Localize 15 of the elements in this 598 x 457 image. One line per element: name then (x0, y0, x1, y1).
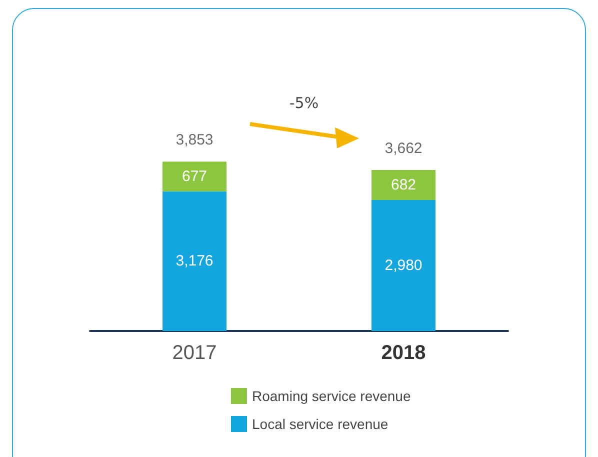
x-tick-label: 2017 (172, 342, 217, 364)
total-label: 3,662 (384, 140, 422, 158)
bar (372, 170, 436, 200)
data-label: 677 (182, 168, 208, 186)
bar (162, 191, 226, 331)
text: -5% (289, 94, 319, 112)
bar (162, 162, 226, 192)
bar (372, 200, 436, 331)
data-label: 3,176 (176, 252, 214, 270)
x-tick-label: 2018 (381, 342, 426, 364)
data-label: 2,980 (384, 257, 422, 274)
data-label: 682 (390, 176, 416, 194)
total-label: 3,853 (176, 132, 214, 149)
legend-label: Roaming service revenue (252, 388, 411, 404)
legend-label: Local service revenue (252, 416, 388, 432)
